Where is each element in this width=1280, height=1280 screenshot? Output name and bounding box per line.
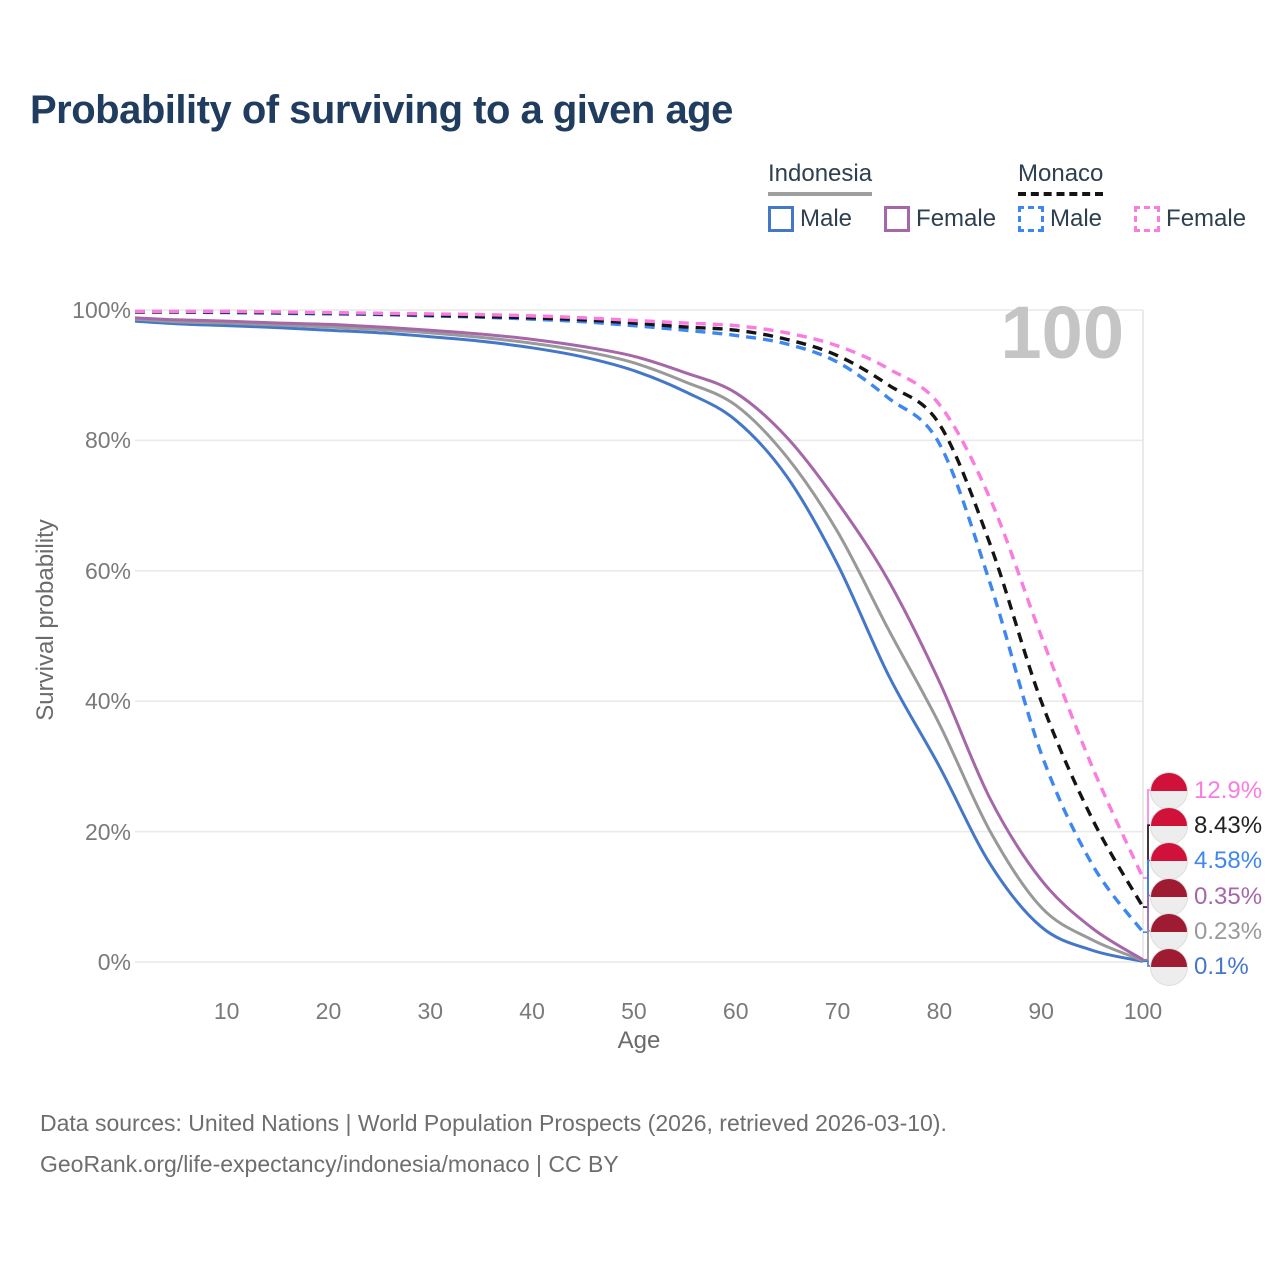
end-label-monaco-total: 8.43% [1150,807,1263,846]
end-value: 8.43% [1194,812,1263,840]
end-value: 0.1% [1194,953,1249,980]
x-tick-label: 100 [1123,998,1163,1024]
legend-label: Female [916,205,997,232]
legend-item-monaco-male[interactable]: Male [1018,205,1102,233]
legend-item-indonesia-male[interactable]: Male [768,205,852,233]
x-tick-label: 70 [824,998,851,1024]
legend-label: Female [1166,205,1247,232]
y-tick-label: 20% [84,818,131,845]
x-tick-label: 20 [315,998,342,1024]
legend-item-indonesia-female[interactable]: Female [884,205,996,233]
end-value: 0.23% [1194,917,1263,945]
legend-group-monaco: Monaco Male Female [1018,160,1246,233]
y-tick-label: 60% [84,557,131,584]
legend-label: Male [1050,205,1103,232]
end-label-indonesia-male: 0.1% [1150,948,1249,986]
legend-item-monaco-female[interactable]: Female [1134,205,1246,233]
end-label-monaco-female: 12.9% [1150,772,1262,810]
mc_female-curve [135,309,1145,879]
x-tick-label: 40 [519,998,545,1024]
x-tick-label: 60 [722,998,749,1024]
legend-group-indonesia: Indonesia Male Female [768,160,996,233]
y-tick-label: 40% [84,688,131,715]
x-tick-label: 90 [1028,998,1054,1024]
end-value: 4.58% [1194,847,1263,875]
monaco-flag-icon [1150,842,1188,881]
mc_total-curve [135,310,1145,908]
x-tick-label: 50 [621,998,647,1024]
indonesia-female-swatch-icon [884,206,911,232]
page-title: Probability of surviving to a given age [30,88,733,132]
data-sources-line: Data sources: United Nations | World Pop… [40,1110,947,1136]
monaco-female-swatch-icon [1134,206,1161,232]
end-label-monaco-male: 4.58% [1150,842,1263,881]
indonesia-male-swatch-icon [768,206,794,232]
monaco-male-swatch-icon [1018,206,1044,232]
indonesia-flag-icon [1150,877,1188,916]
end-label-indonesia-total: 0.23% [1150,912,1263,951]
indonesia-flag-icon [1150,948,1188,986]
legend-label: Male [800,205,853,232]
end-value: 12.9% [1194,777,1263,804]
mc_male-curve [134,310,1145,934]
monaco-flag-icon [1150,807,1188,846]
hover-age-watermark: 100 [1000,291,1124,374]
attribution-line: GeoRank.org/life-expectancy/indonesia/mo… [40,1151,619,1177]
in_male-curve [134,319,1144,963]
end-value: 0.35% [1194,882,1263,910]
in_female-curve [134,316,1144,961]
y-tick-label: 100% [72,297,131,323]
x-tick-label: 10 [213,998,240,1024]
legend-header-indonesia[interactable]: Indonesia [768,160,873,196]
indonesia-flag-icon [1150,912,1188,951]
legend-header-monaco[interactable]: Monaco [1018,160,1104,196]
monaco-flag-icon [1150,772,1188,810]
in_total-curve [134,317,1144,962]
x-tick-label: 80 [926,998,953,1024]
y-tick-label: 80% [84,427,131,454]
x-tick-label: 30 [417,998,444,1024]
end-label-indonesia-female: 0.35% [1150,877,1263,916]
y-tick-label: 0% [97,949,131,975]
x-axis-title: Age [617,1027,661,1054]
